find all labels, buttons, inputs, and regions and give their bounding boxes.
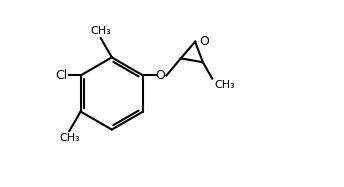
Text: CH₃: CH₃ xyxy=(214,80,235,90)
Text: O: O xyxy=(155,69,165,82)
Text: CH₃: CH₃ xyxy=(59,133,80,143)
Text: O: O xyxy=(200,35,209,48)
Text: CH₃: CH₃ xyxy=(90,26,111,36)
Text: Cl: Cl xyxy=(55,69,67,82)
